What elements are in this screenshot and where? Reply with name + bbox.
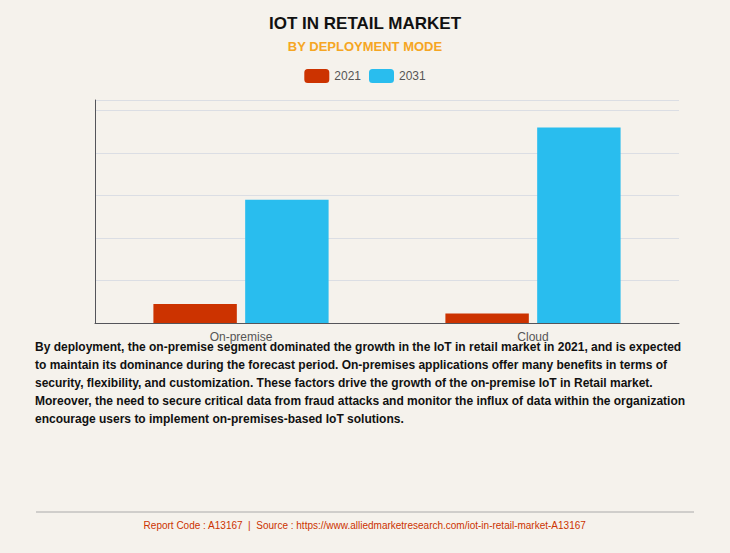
svg-text:security, flexibility, and cus: security, flexibility, and customization… — [35, 376, 656, 390]
svg-text:encourage users to implement o: encourage users to implement on-premises… — [35, 412, 404, 426]
svg-text:IOT IN RETAIL MARKET: IOT IN RETAIL MARKET — [269, 14, 462, 33]
svg-text:BY DEPLOYMENT MODE: BY DEPLOYMENT MODE — [288, 39, 443, 54]
svg-text:By deployment, the on-premise: By deployment, the on-premise segment do… — [35, 340, 684, 354]
svg-text:Moreover, the need to secure c: Moreover, the need to secure critical da… — [35, 394, 688, 408]
svg-text:Report Code : A13167 | Sourc: Report Code : A13167 | Source : https://… — [144, 520, 587, 531]
svg-text:2031: 2031 — [399, 69, 426, 83]
svg-text:to maintain its dominance duri: to maintain its dominance during the for… — [35, 358, 670, 372]
svg-text:Cloud: Cloud — [517, 330, 548, 344]
svg-text:On-premise: On-premise — [210, 330, 273, 344]
svg-text:2021: 2021 — [334, 69, 361, 83]
